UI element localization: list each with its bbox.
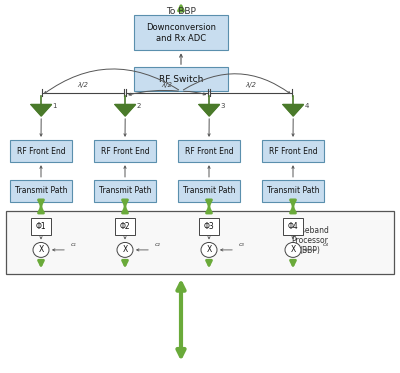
Text: Transmit Path: Transmit Path — [15, 186, 67, 195]
Text: RF Front End: RF Front End — [269, 147, 317, 156]
Bar — [94, 180, 156, 202]
Circle shape — [285, 242, 301, 257]
Circle shape — [201, 242, 217, 257]
Bar — [94, 140, 156, 162]
Bar — [199, 218, 219, 235]
Text: X: X — [290, 245, 296, 254]
Text: 3: 3 — [220, 103, 225, 109]
Text: Φ3: Φ3 — [204, 222, 214, 231]
Polygon shape — [115, 104, 136, 116]
Text: Φ4: Φ4 — [288, 222, 298, 231]
Bar — [6, 211, 394, 274]
Polygon shape — [31, 104, 52, 116]
Text: Transmit Path: Transmit Path — [267, 186, 319, 195]
Text: λ/2: λ/2 — [162, 82, 173, 88]
Bar — [178, 140, 240, 162]
Text: X: X — [206, 245, 212, 254]
Text: c₂: c₂ — [155, 242, 161, 247]
Text: 2: 2 — [136, 103, 141, 109]
Bar — [134, 15, 228, 50]
Circle shape — [33, 242, 49, 257]
Bar — [262, 140, 324, 162]
Text: To BBP: To BBP — [166, 7, 196, 16]
Bar — [262, 180, 324, 202]
Text: Φ2: Φ2 — [120, 222, 130, 231]
Text: Downconversion
and Rx ADC: Downconversion and Rx ADC — [146, 23, 216, 43]
Polygon shape — [283, 104, 304, 116]
Bar — [178, 180, 240, 202]
Text: Baseband
Processor
(BBP): Baseband Processor (BBP) — [291, 226, 329, 256]
Bar — [283, 218, 303, 235]
Bar — [10, 140, 72, 162]
Text: c₁: c₁ — [71, 242, 77, 247]
Text: λ/2: λ/2 — [78, 82, 89, 88]
Text: RF Front End: RF Front End — [17, 147, 65, 156]
Text: RF Front End: RF Front End — [101, 147, 149, 156]
Text: c₃: c₃ — [239, 242, 245, 247]
Circle shape — [117, 242, 133, 257]
Bar — [134, 67, 228, 91]
Text: X: X — [122, 245, 128, 254]
Text: RF Switch: RF Switch — [159, 75, 203, 84]
Text: 4: 4 — [304, 103, 309, 109]
Text: 1: 1 — [52, 103, 57, 109]
Text: Transmit Path: Transmit Path — [183, 186, 235, 195]
Text: Φ1: Φ1 — [36, 222, 46, 231]
Text: λ/2: λ/2 — [246, 82, 257, 88]
Text: RF Front End: RF Front End — [185, 147, 233, 156]
Text: X: X — [38, 245, 44, 254]
Polygon shape — [199, 104, 220, 116]
Text: Transmit Path: Transmit Path — [99, 186, 151, 195]
Bar — [31, 218, 51, 235]
Bar — [10, 180, 72, 202]
Bar — [115, 218, 135, 235]
Text: c₄: c₄ — [323, 242, 329, 247]
